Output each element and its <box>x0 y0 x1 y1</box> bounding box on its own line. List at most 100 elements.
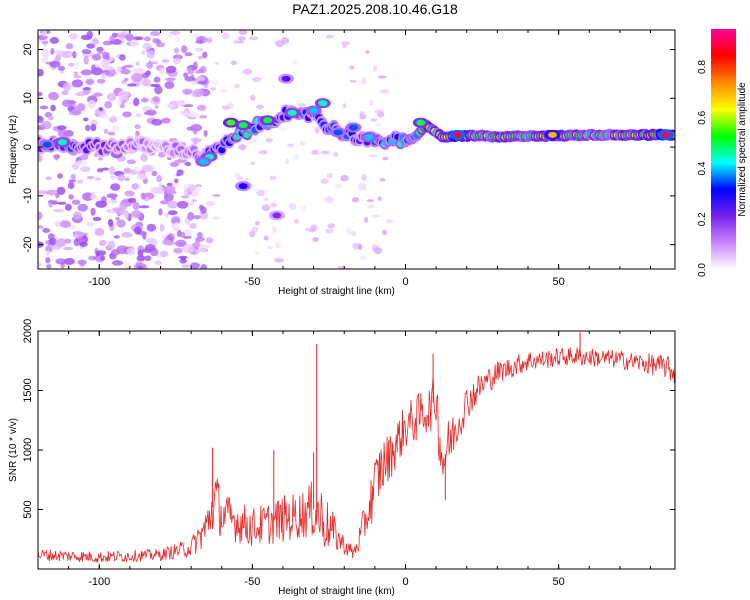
noise-blob <box>107 131 116 136</box>
spectrogram-y-tick-label: 0 <box>22 144 34 150</box>
noise-blob <box>116 219 126 228</box>
noise-blob <box>174 47 180 54</box>
blob-cell <box>661 131 671 138</box>
noise-blob <box>167 200 178 209</box>
noise-blob <box>135 113 142 118</box>
noise-blob <box>150 83 161 88</box>
noise-blob <box>72 50 77 59</box>
noise-blob <box>55 238 67 247</box>
blob-cell <box>416 119 426 126</box>
noise-blob <box>38 190 48 195</box>
noise-blob <box>173 221 179 230</box>
noise-blob <box>159 250 169 258</box>
noise-blob <box>304 227 314 232</box>
noise-blob <box>125 33 134 42</box>
noise-blob <box>91 53 102 61</box>
noise-blob <box>119 201 128 211</box>
noise-blob <box>165 77 176 82</box>
noise-blob <box>96 78 106 84</box>
noise-blob <box>143 111 153 116</box>
noise-blob <box>192 127 198 135</box>
noise-blob <box>118 90 129 100</box>
noise-blob <box>130 210 143 218</box>
noise-blob <box>47 200 58 204</box>
snr-y-tick-label: 1000 <box>22 438 34 462</box>
noise-blob <box>54 154 59 161</box>
noise-blob <box>79 241 88 247</box>
noise-blob <box>249 139 258 143</box>
noise-blob <box>82 87 92 91</box>
noise-blob <box>290 59 298 65</box>
noise-blob <box>140 192 146 200</box>
noise-blob <box>158 151 166 158</box>
noise-blob <box>90 191 96 199</box>
noise-blob <box>379 89 390 94</box>
snr-y-tick-label: 500 <box>22 500 34 518</box>
noise-blob <box>180 232 186 238</box>
noise-blob <box>173 159 180 165</box>
noise-blob <box>124 77 129 82</box>
noise-blob <box>203 130 208 137</box>
noise-blob <box>363 216 369 223</box>
noise-blob <box>137 249 144 257</box>
noise-blob <box>100 255 106 261</box>
noise-blob <box>98 106 104 112</box>
noise-blob <box>379 178 386 182</box>
noise-blob <box>175 36 181 43</box>
noise-blob <box>100 59 110 68</box>
noise-blob <box>275 40 285 48</box>
noise-blob <box>96 168 104 173</box>
noise-blob <box>71 79 84 88</box>
noise-blob <box>238 144 247 151</box>
noise-blob <box>75 160 88 167</box>
noise-blob <box>95 250 107 256</box>
noise-blob <box>325 228 334 234</box>
noise-blob <box>94 177 102 181</box>
noise-blob <box>46 189 58 196</box>
noise-blob <box>238 30 248 36</box>
noise-blob <box>175 101 186 107</box>
noise-blob <box>38 262 42 268</box>
noise-blob <box>377 196 382 202</box>
noise-blob <box>47 116 54 121</box>
blob-cell <box>238 122 248 129</box>
noise-blob <box>141 78 151 87</box>
noise-blob <box>142 42 152 51</box>
noise-blob <box>192 61 198 71</box>
noise-blob <box>371 214 381 218</box>
noise-blob <box>48 91 60 101</box>
noise-blob <box>166 33 174 38</box>
noise-blob <box>250 161 255 165</box>
noise-blob <box>192 88 205 97</box>
noise-blob <box>161 234 168 239</box>
noise-blob <box>101 167 110 171</box>
noise-blob <box>102 51 108 60</box>
noise-blob <box>197 231 203 239</box>
spectrogram-x-axis-label: Height of straight line (km) <box>278 286 395 297</box>
noise-blob <box>256 104 265 110</box>
noise-blob <box>164 81 175 90</box>
noise-blob <box>129 39 139 48</box>
noise-blob <box>109 175 117 180</box>
noise-blob <box>164 212 170 218</box>
noise-blob <box>106 92 117 102</box>
noise-blob <box>187 185 196 192</box>
noise-blob <box>173 248 183 254</box>
noise-blob <box>56 201 67 205</box>
noise-blob <box>73 75 82 79</box>
noise-blob <box>333 151 339 158</box>
noise-blob <box>190 137 202 143</box>
noise-blob <box>65 43 74 50</box>
noise-blob <box>85 124 91 132</box>
noise-blob <box>39 105 49 110</box>
noise-blob <box>38 91 43 97</box>
noise-blob <box>165 65 177 74</box>
noise-blob <box>54 50 67 55</box>
noise-blob <box>270 202 278 208</box>
noise-blob <box>80 166 91 173</box>
snr-y-axis-label: SNR (10 * v/v) <box>8 418 19 482</box>
noise-blob <box>248 36 259 41</box>
noise-blob <box>324 196 335 204</box>
noise-blob <box>49 60 61 68</box>
noise-blob <box>256 189 266 197</box>
